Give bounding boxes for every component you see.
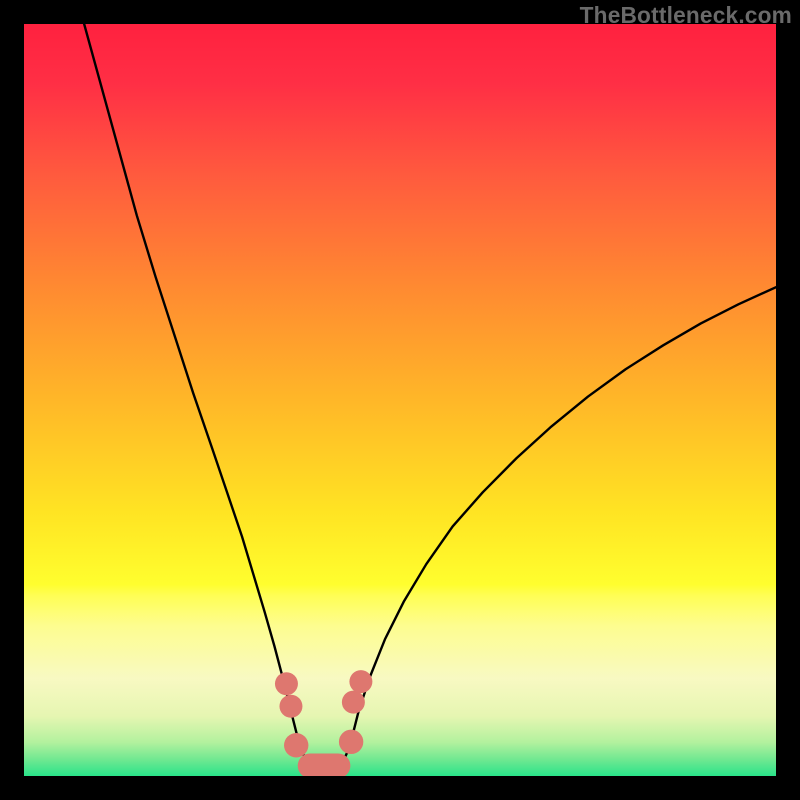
marker-bead-2 (342, 691, 365, 714)
trough-capsule (298, 753, 351, 776)
trough-end-1 (339, 730, 363, 754)
curve-right_branch (359, 287, 776, 711)
marker-bead-1 (279, 695, 302, 718)
marker-bead-0 (275, 672, 298, 695)
curve-left_branch (84, 24, 358, 774)
curve-layer (24, 24, 776, 776)
marker-bead-3 (349, 670, 372, 693)
watermark-text: TheBottleneck.com (580, 2, 792, 29)
plot-area (24, 24, 776, 776)
chart-container: TheBottleneck.com (0, 0, 800, 800)
trough-end-0 (284, 733, 308, 757)
